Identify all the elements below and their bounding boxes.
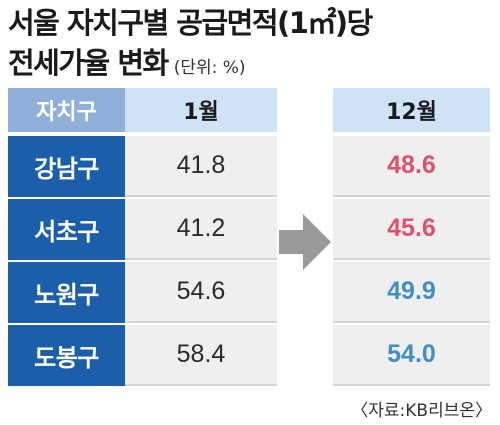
december-value: 54.0 (333, 325, 490, 386)
source-note: 〈자료:KB리브온〉 (351, 401, 492, 421)
chart-title-line1: 서울 자치구별 공급면적(1㎡)당 (8, 6, 373, 40)
district-name: 서초구 (8, 199, 125, 260)
january-header: 1월 (183, 100, 219, 125)
district-name: 노원구 (8, 262, 125, 323)
district-name: 도봉구 (8, 325, 125, 386)
january-value: 41.2 (125, 199, 277, 260)
january-value: 41.8 (125, 136, 277, 197)
table-row: 45.6 (333, 197, 490, 260)
table-row: 노원구 54.6 (8, 260, 277, 323)
december-table-header: 12월 (333, 88, 490, 132)
december-value: 48.6 (333, 136, 490, 197)
december-value: 45.6 (333, 199, 490, 260)
december-rows: 48.6 45.6 49.9 54.0 (333, 132, 490, 386)
january-table-header: 자치구 1월 (8, 88, 277, 132)
table-row: 49.9 (333, 260, 490, 323)
january-value: 58.4 (125, 325, 277, 386)
chart-title-line2: 전세가율 변화 (단위: %) (8, 44, 246, 87)
district-name: 강남구 (8, 136, 125, 197)
december-header: 12월 (386, 100, 437, 125)
december-table: 12월 48.6 45.6 49.9 54.0 (333, 88, 490, 386)
table-row: 54.0 (333, 323, 490, 386)
table-row: 서초구 41.2 (8, 197, 277, 260)
right-arrow-icon (279, 214, 331, 270)
chart-title-line2-text: 전세가율 변화 (8, 46, 169, 80)
table-row: 도봉구 58.4 (8, 323, 277, 386)
table-row: 48.6 (333, 132, 490, 197)
january-rows: 강남구 41.8 서초구 41.2 노원구 54.6 도봉구 58.4 (8, 132, 277, 386)
december-value: 49.9 (333, 262, 490, 323)
table-row: 강남구 41.8 (8, 132, 277, 197)
unit-label: (단위: %) (173, 58, 246, 78)
january-value: 54.6 (125, 262, 277, 323)
january-table: 자치구 1월 강남구 41.8 서초구 41.2 노원구 54.6 도봉구 58.4 (8, 88, 277, 386)
district-header: 자치구 (8, 88, 125, 132)
